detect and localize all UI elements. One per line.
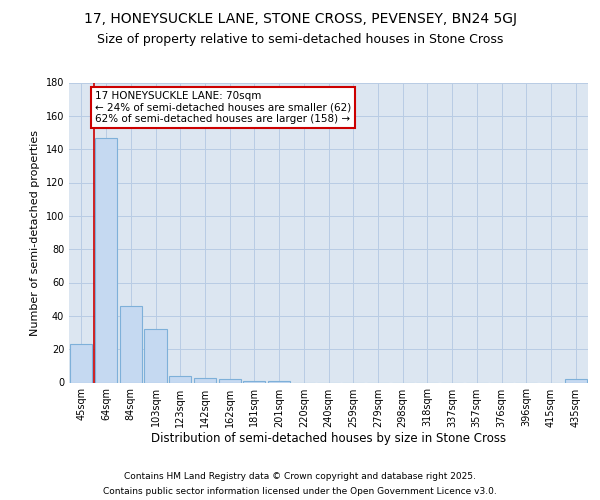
- Text: 17 HONEYSUCKLE LANE: 70sqm
← 24% of semi-detached houses are smaller (62)
62% of: 17 HONEYSUCKLE LANE: 70sqm ← 24% of semi…: [95, 91, 351, 124]
- Bar: [194, 378, 216, 382]
- Text: Size of property relative to semi-detached houses in Stone Cross: Size of property relative to semi-detach…: [97, 32, 503, 46]
- Bar: [565, 379, 587, 382]
- Bar: [119, 306, 142, 382]
- Bar: [145, 329, 167, 382]
- Y-axis label: Number of semi-detached properties: Number of semi-detached properties: [30, 130, 40, 336]
- Bar: [268, 381, 290, 382]
- Bar: [95, 138, 117, 382]
- Bar: [169, 376, 191, 382]
- Bar: [70, 344, 92, 383]
- Text: 17, HONEYSUCKLE LANE, STONE CROSS, PEVENSEY, BN24 5GJ: 17, HONEYSUCKLE LANE, STONE CROSS, PEVEN…: [83, 12, 517, 26]
- X-axis label: Distribution of semi-detached houses by size in Stone Cross: Distribution of semi-detached houses by …: [151, 432, 506, 446]
- Bar: [218, 379, 241, 382]
- Bar: [243, 381, 265, 382]
- Text: Contains HM Land Registry data © Crown copyright and database right 2025.: Contains HM Land Registry data © Crown c…: [124, 472, 476, 481]
- Text: Contains public sector information licensed under the Open Government Licence v3: Contains public sector information licen…: [103, 487, 497, 496]
